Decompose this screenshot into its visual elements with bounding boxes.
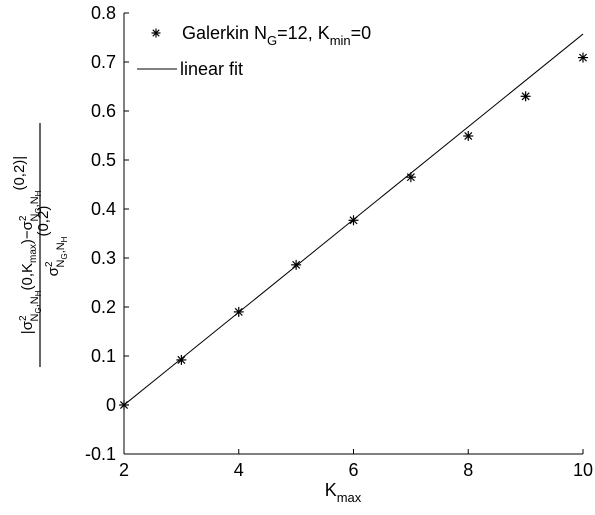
legend-fit-label: linear fit xyxy=(180,59,243,79)
y-tick-label: 0.2 xyxy=(91,297,116,317)
data-point xyxy=(233,306,244,317)
y-tick-label: 0 xyxy=(106,395,116,415)
y-tick-label: 0.4 xyxy=(91,199,116,219)
legend-galerkin-marker xyxy=(151,28,161,38)
x-tick-label: 4 xyxy=(234,460,244,480)
y-tick-label: 0.8 xyxy=(91,3,116,23)
y-tick-label: 0.7 xyxy=(91,52,116,72)
axes-frame xyxy=(123,13,583,455)
x-tick-label: 6 xyxy=(348,460,358,480)
x-tick-label: 2 xyxy=(119,460,129,480)
x-tick-label: 10 xyxy=(573,460,593,480)
data-point xyxy=(405,172,416,183)
legend-asterisk xyxy=(151,28,161,38)
data-point xyxy=(119,400,129,410)
data-point xyxy=(348,215,359,226)
y-axis-ticks: -0.1 0 0.1 0.2 0.3 0.4 0.5 0.6 0.7 0.8 xyxy=(85,3,129,464)
y-tick-label: 0.3 xyxy=(91,248,116,268)
x-axis-ticks: 2 4 6 8 10 xyxy=(119,449,593,480)
y-tick-label: -0.1 xyxy=(85,444,116,464)
legend-galerkin-label: Galerkin NG=12, Kmin=0 xyxy=(182,23,371,48)
y-tick-label: 0.6 xyxy=(91,101,116,121)
x-axis-label: Kmax xyxy=(325,480,362,505)
y-label-numerator: |σ2NG,NH(0,Kmax)−σ2NG,NH(0,2)| xyxy=(11,156,43,334)
legend: Galerkin NG=12, Kmin=0 linear fit xyxy=(137,23,371,79)
data-point xyxy=(291,259,302,270)
y-tick-label: 0.5 xyxy=(91,150,116,170)
data-points-layer xyxy=(119,52,588,410)
x-tick-label: 8 xyxy=(463,460,473,480)
data-point xyxy=(463,130,474,141)
y-tick-label: 0.1 xyxy=(91,346,116,366)
data-point xyxy=(520,91,531,102)
data-point xyxy=(176,354,187,365)
y-axis-label: |σ2NG,NH(0,Kmax)−σ2NG,NH(0,2)| σ2NG,NH(0… xyxy=(11,123,69,367)
data-point xyxy=(578,52,588,63)
y-label-denominator: σ2NG,NH(0,2) xyxy=(35,206,69,277)
